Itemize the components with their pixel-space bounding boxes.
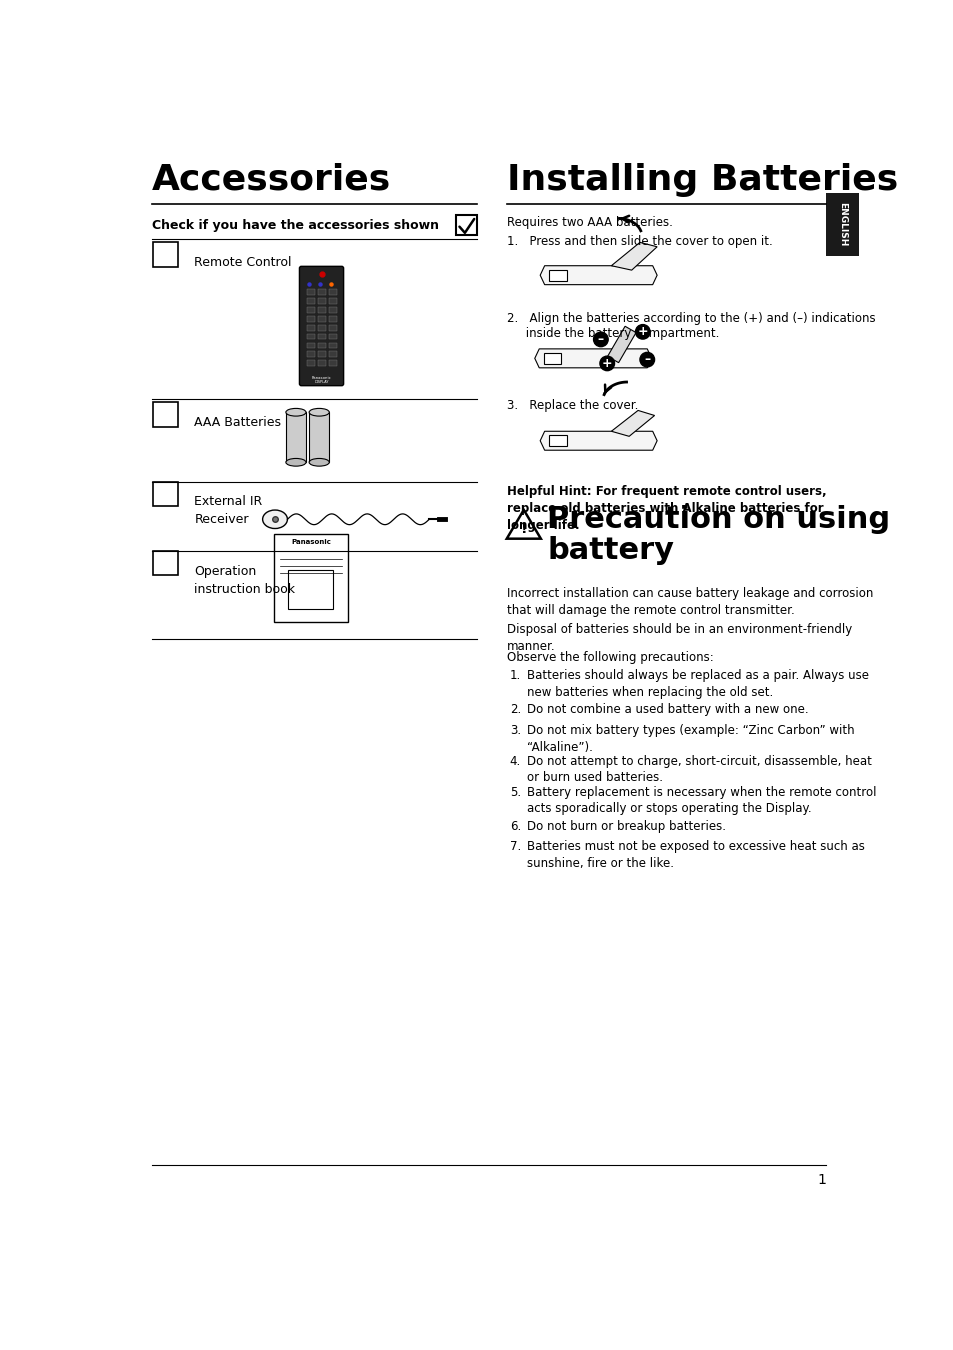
Bar bbox=[317, 289, 325, 296]
Bar bbox=[307, 298, 314, 304]
Ellipse shape bbox=[309, 409, 329, 416]
Ellipse shape bbox=[286, 459, 306, 466]
Text: 5.: 5. bbox=[509, 786, 520, 799]
Circle shape bbox=[639, 352, 654, 367]
Text: 7.: 7. bbox=[509, 840, 520, 853]
Bar bbox=[825, 193, 858, 256]
Text: 6.: 6. bbox=[509, 819, 520, 833]
Bar bbox=[307, 308, 314, 313]
Text: ENGLISH: ENGLISH bbox=[837, 202, 846, 247]
Text: 3.   Replace the cover.: 3. Replace the cover. bbox=[506, 400, 638, 412]
Bar bbox=[309, 412, 329, 462]
Bar bbox=[307, 289, 314, 296]
Bar bbox=[456, 215, 476, 235]
Text: 1: 1 bbox=[817, 1173, 825, 1187]
Bar bbox=[543, 352, 561, 365]
Text: Do not mix battery types (example: “Zinc Carbon” with
“Alkaline”).: Do not mix battery types (example: “Zinc… bbox=[526, 724, 854, 753]
Text: Incorrect installation can cause battery leakage and corrosion
that will damage : Incorrect installation can cause battery… bbox=[506, 587, 872, 617]
Bar bbox=[317, 333, 325, 339]
Text: DISPLAY: DISPLAY bbox=[314, 379, 329, 383]
Bar bbox=[317, 316, 325, 321]
Bar bbox=[329, 333, 336, 339]
Bar bbox=[329, 351, 336, 358]
Text: Requires two AAA batteries.: Requires two AAA batteries. bbox=[506, 216, 672, 228]
Text: Check if you have the accessories shown: Check if you have the accessories shown bbox=[152, 219, 438, 232]
Text: !: ! bbox=[520, 522, 526, 536]
Circle shape bbox=[593, 332, 607, 347]
Circle shape bbox=[635, 324, 649, 339]
Bar bbox=[549, 270, 566, 281]
Bar bbox=[153, 242, 178, 267]
Text: Do not burn or breakup batteries.: Do not burn or breakup batteries. bbox=[526, 819, 725, 833]
Text: Battery replacement is necessary when the remote control
acts sporadically or st: Battery replacement is necessary when th… bbox=[526, 786, 876, 815]
Text: +: + bbox=[601, 356, 612, 370]
Text: +: + bbox=[637, 325, 647, 339]
Text: 1.   Press and then slide the cover to open it.: 1. Press and then slide the cover to ope… bbox=[506, 235, 772, 248]
Ellipse shape bbox=[262, 510, 287, 528]
Text: Remote Control: Remote Control bbox=[194, 256, 292, 269]
Polygon shape bbox=[539, 431, 657, 450]
Bar bbox=[307, 316, 314, 321]
Bar bbox=[329, 360, 336, 366]
Bar bbox=[317, 298, 325, 304]
Text: 3.: 3. bbox=[509, 724, 520, 737]
Text: –: – bbox=[598, 333, 603, 346]
Text: Helpful Hint: For frequent remote control users,
replace old batteries with Alka: Helpful Hint: For frequent remote contro… bbox=[506, 486, 825, 532]
Bar bbox=[153, 402, 178, 427]
Bar bbox=[307, 343, 314, 348]
Ellipse shape bbox=[309, 459, 329, 466]
Bar bbox=[317, 351, 325, 358]
Text: 2.: 2. bbox=[509, 703, 520, 717]
Polygon shape bbox=[535, 348, 651, 367]
Bar bbox=[317, 308, 325, 313]
Bar bbox=[307, 333, 314, 339]
Text: External IR
Receiver: External IR Receiver bbox=[194, 495, 262, 526]
Text: Panasonic: Panasonic bbox=[291, 539, 331, 544]
Bar bbox=[307, 325, 314, 331]
Polygon shape bbox=[539, 266, 657, 285]
Bar bbox=[307, 351, 314, 358]
Text: Accessories: Accessories bbox=[152, 162, 391, 197]
Text: Do not combine a used battery with a new one.: Do not combine a used battery with a new… bbox=[526, 703, 808, 717]
Text: Panasonic: Panasonic bbox=[312, 377, 331, 381]
Bar bbox=[549, 435, 566, 447]
Bar bbox=[288, 570, 333, 609]
Bar bbox=[153, 482, 178, 506]
Text: AAA Batteries: AAA Batteries bbox=[194, 416, 281, 429]
Bar bbox=[329, 316, 336, 321]
Text: Batteries should always be replaced as a pair. Always use
new batteries when rep: Batteries should always be replaced as a… bbox=[526, 670, 868, 699]
Text: Observe the following precautions:: Observe the following precautions: bbox=[506, 651, 713, 664]
Text: 2.   Align the batteries according to the (+) and (–) indications
     inside th: 2. Align the batteries according to the … bbox=[506, 312, 875, 340]
Text: Operation
instruction book: Operation instruction book bbox=[194, 564, 295, 595]
Bar bbox=[329, 308, 336, 313]
Ellipse shape bbox=[286, 409, 306, 416]
Text: Batteries must not be exposed to excessive heat such as
sunshine, fire or the li: Batteries must not be exposed to excessi… bbox=[526, 840, 863, 869]
Text: 4.: 4. bbox=[509, 755, 520, 768]
Bar bbox=[329, 325, 336, 331]
Bar bbox=[274, 533, 348, 622]
Text: Installing Batteries: Installing Batteries bbox=[506, 162, 897, 197]
Circle shape bbox=[599, 356, 614, 371]
Bar bbox=[317, 325, 325, 331]
Bar bbox=[317, 343, 325, 348]
Bar bbox=[153, 551, 178, 575]
Text: –: – bbox=[643, 354, 650, 366]
Bar bbox=[307, 360, 314, 366]
Text: 1.: 1. bbox=[509, 670, 520, 683]
Bar bbox=[329, 343, 336, 348]
Bar bbox=[286, 412, 306, 462]
Bar bbox=[329, 298, 336, 304]
Text: Precaution on using
battery: Precaution on using battery bbox=[546, 505, 889, 564]
Polygon shape bbox=[607, 327, 636, 363]
Polygon shape bbox=[611, 243, 657, 270]
FancyBboxPatch shape bbox=[299, 266, 343, 386]
Bar bbox=[329, 289, 336, 296]
Text: Do not attempt to charge, short-circuit, disassemble, heat
or burn used batterie: Do not attempt to charge, short-circuit,… bbox=[526, 755, 871, 784]
Bar bbox=[317, 360, 325, 366]
Polygon shape bbox=[611, 410, 654, 436]
Text: Disposal of batteries should be in an environment-friendly
manner.: Disposal of batteries should be in an en… bbox=[506, 624, 851, 653]
Polygon shape bbox=[506, 510, 540, 539]
